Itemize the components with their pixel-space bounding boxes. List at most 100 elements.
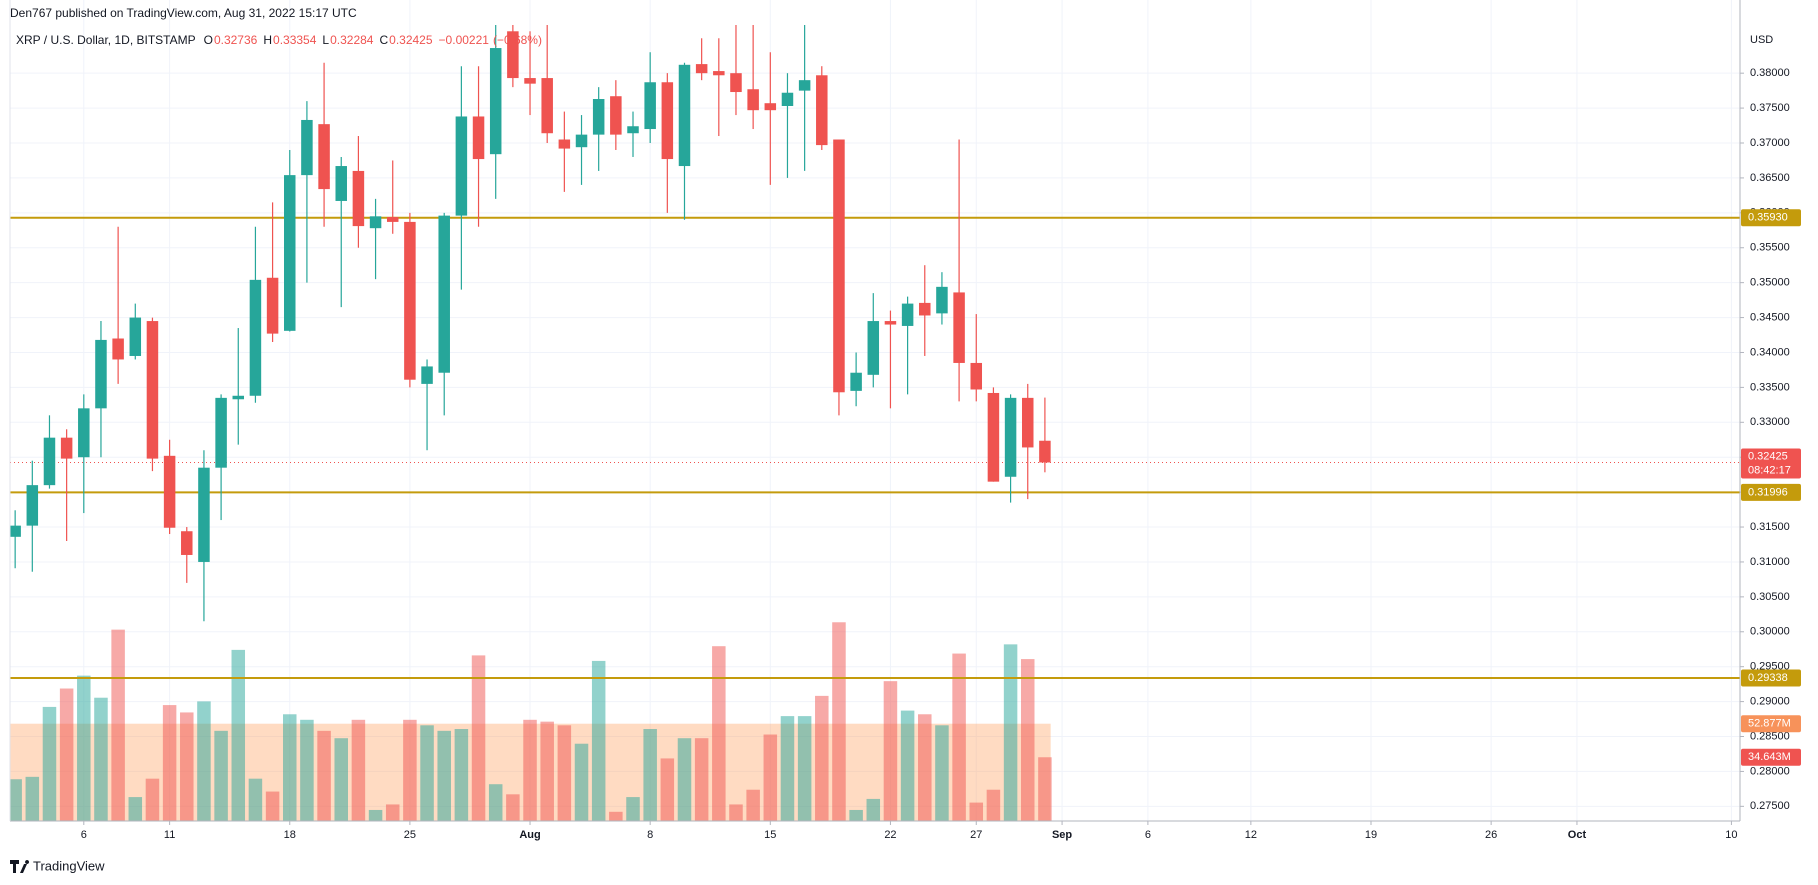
candle-body bbox=[129, 317, 142, 356]
candle-body bbox=[1004, 397, 1017, 477]
volume-bar bbox=[849, 809, 863, 821]
volume-bar bbox=[883, 681, 898, 821]
candle-body bbox=[318, 124, 330, 190]
volume-bar bbox=[1038, 757, 1052, 821]
y-tick-label: 0.33000 bbox=[1750, 416, 1790, 428]
publisher: Den767 published on TradingView.com, Aug… bbox=[10, 6, 357, 20]
candle-body bbox=[781, 92, 794, 106]
x-tick-label: 27 bbox=[970, 829, 982, 841]
x-tick-label: 25 bbox=[404, 829, 416, 841]
candle-body bbox=[970, 362, 983, 390]
axis-label: 34.643M bbox=[1748, 751, 1791, 763]
ohlc-key: H bbox=[263, 33, 272, 47]
axis-label-box bbox=[1741, 483, 1801, 501]
volume-bar bbox=[471, 655, 486, 821]
candle-body bbox=[558, 139, 571, 149]
candle-body bbox=[249, 279, 262, 396]
axis-label-box bbox=[1741, 209, 1801, 227]
volume-bar bbox=[454, 729, 469, 821]
volume-bar bbox=[557, 725, 572, 821]
candle-body bbox=[284, 175, 296, 331]
candle-body bbox=[747, 89, 759, 111]
volume-bar bbox=[368, 809, 383, 821]
volume-bar bbox=[677, 738, 692, 821]
candle-body bbox=[764, 103, 777, 111]
volume-bar bbox=[729, 804, 743, 821]
candle-body bbox=[78, 408, 90, 458]
x-tick-label: 6 bbox=[81, 829, 87, 841]
candle-body bbox=[627, 126, 639, 134]
volume-bar bbox=[780, 716, 795, 821]
volume-bar bbox=[385, 804, 400, 821]
y-tick-label: 0.34500 bbox=[1750, 311, 1790, 323]
candle-body bbox=[163, 455, 176, 528]
candle-body bbox=[438, 215, 450, 373]
ohlc-key: C bbox=[379, 33, 388, 47]
volume-bar bbox=[300, 719, 314, 821]
y-tick-label: 0.35500 bbox=[1750, 242, 1790, 254]
volume-bar bbox=[797, 716, 812, 821]
ohlc-value: 0.32284 bbox=[330, 33, 374, 47]
price-label: 0.32425 bbox=[1748, 450, 1788, 462]
axis-label: 0.35930 bbox=[1748, 212, 1788, 224]
volume-bar bbox=[591, 660, 606, 821]
change-pct: (−0.68%) bbox=[493, 33, 542, 47]
currency: USD bbox=[1750, 34, 1773, 46]
axis-label-box bbox=[1741, 669, 1801, 687]
y-tick-label: 0.27500 bbox=[1750, 800, 1790, 812]
axis-label: 0.31996 bbox=[1748, 486, 1788, 498]
x-tick-label: 18 bbox=[284, 829, 296, 841]
volume-bar bbox=[488, 784, 503, 821]
candle-body bbox=[421, 366, 433, 384]
candle-body bbox=[816, 75, 828, 146]
candle-body bbox=[730, 73, 742, 93]
volume-bar bbox=[746, 789, 760, 821]
volume-bar bbox=[111, 629, 125, 821]
candle-body bbox=[798, 80, 811, 91]
volume-bar bbox=[162, 705, 177, 821]
candle-body bbox=[592, 99, 605, 135]
y-tick-label: 0.30500 bbox=[1750, 591, 1790, 603]
candle-body bbox=[95, 339, 107, 409]
candle-body bbox=[404, 221, 416, 380]
volume-bar bbox=[248, 778, 263, 821]
ohlc-key: L bbox=[322, 33, 329, 47]
price-label-box bbox=[1741, 448, 1801, 479]
volume-bar bbox=[626, 797, 640, 821]
candle-body bbox=[936, 286, 948, 314]
volume-bar bbox=[763, 734, 778, 821]
y-tick-label: 0.36500 bbox=[1750, 172, 1790, 184]
candle-body bbox=[198, 467, 210, 562]
plot-area bbox=[10, 25, 1740, 821]
volume-bar bbox=[660, 758, 675, 821]
candle-body bbox=[335, 166, 347, 201]
y-tick-label: 0.28500 bbox=[1750, 730, 1790, 742]
volume-bar bbox=[197, 701, 211, 821]
y-tick-label: 0.28000 bbox=[1750, 765, 1790, 777]
volume-bar bbox=[231, 649, 246, 821]
candle-body bbox=[369, 216, 382, 229]
candle-body bbox=[524, 78, 536, 84]
x-tick-label: 8 bbox=[647, 829, 653, 841]
candle-body bbox=[678, 64, 691, 167]
brand: TradingView bbox=[33, 858, 105, 873]
volume-bar bbox=[77, 675, 91, 821]
candle-body bbox=[541, 78, 553, 134]
candle-body bbox=[266, 277, 279, 334]
candle-body bbox=[43, 437, 56, 486]
ohlc-value: 0.33354 bbox=[273, 33, 317, 47]
volume-bar bbox=[403, 719, 417, 821]
candle-body bbox=[867, 321, 880, 375]
candle-body bbox=[953, 292, 965, 363]
volume-bar bbox=[694, 738, 709, 821]
y-tick-label: 0.31500 bbox=[1750, 521, 1790, 533]
candle-body bbox=[901, 303, 914, 326]
volume-bar bbox=[1020, 659, 1035, 821]
volume-bar bbox=[1003, 644, 1018, 821]
candle-body bbox=[232, 395, 245, 400]
candle-body bbox=[352, 170, 365, 227]
volume-bar bbox=[986, 789, 1001, 821]
x-tick-label: Oct bbox=[1568, 829, 1587, 841]
axis: 0.275000.280000.285000.290000.295000.300… bbox=[81, 67, 1801, 841]
candle-body bbox=[181, 531, 193, 555]
